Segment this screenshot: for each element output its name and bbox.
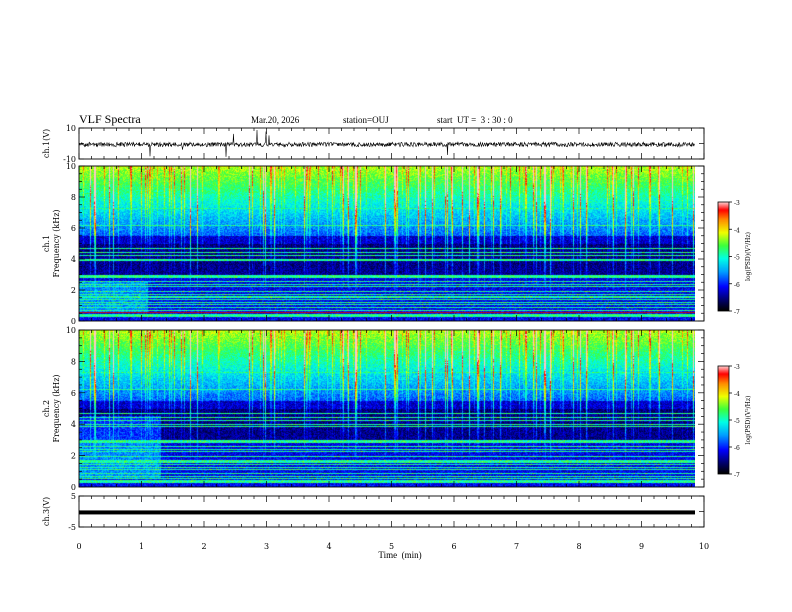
- y-tick-label: 8: [71, 193, 76, 202]
- colorbar-label: log(PSD)(V²/Hz): [745, 232, 752, 281]
- y-tick-label-top: 5: [71, 492, 76, 501]
- frame-layer: [78, 127, 732, 528]
- y-axis-label: ch.1(V): [42, 129, 51, 158]
- ch3-waveform-trace: [79, 510, 695, 515]
- x-tick-label: 6: [451, 542, 456, 551]
- colorbar-label: log(PSD)(V²/Hz): [745, 396, 752, 445]
- colorbar-tick-label: -3: [734, 200, 740, 207]
- y-axis-label-channel: ch.2: [42, 400, 51, 417]
- y-tick-label: 4: [71, 255, 76, 264]
- header-date: Mar.20, 2026: [251, 115, 300, 125]
- x-tick-label: 7: [514, 542, 519, 551]
- colorbar-tick-label: -6: [734, 282, 740, 289]
- image-layer: [78, 129, 729, 515]
- ch2-spectrogram-image: [79, 330, 695, 487]
- x-tick-label: 9: [639, 542, 644, 551]
- colorbar-1-gradient: [718, 202, 729, 311]
- no-data-area: [695, 330, 704, 487]
- figure-title: VLF Spectra: [79, 112, 141, 126]
- y-tick-label-bottom: -5: [68, 523, 76, 532]
- x-tick-label: 2: [201, 542, 206, 551]
- colorbar-tick-label: -5: [734, 418, 740, 425]
- y-tick-label: 6: [71, 389, 76, 398]
- y-axis-label-frequency: Frequency (kHz): [52, 374, 61, 442]
- colorbar-tick-label: -3: [734, 364, 740, 371]
- ch1-waveform-trace: [78, 129, 695, 157]
- header-station: station=OUJ: [343, 115, 389, 125]
- colorbar-tick-label: -5: [734, 255, 740, 262]
- y-tick-label: 8: [71, 357, 76, 366]
- header-start-time: start UT = 3 : 30 : 0: [437, 115, 513, 125]
- y-tick-label: 4: [71, 420, 76, 429]
- y-tick-label: 2: [71, 286, 76, 295]
- x-tick-label: 1: [139, 542, 144, 551]
- x-tick-label: 4: [326, 542, 331, 551]
- y-tick-label: 0: [71, 317, 76, 326]
- y-tick-label-bottom: -10: [63, 155, 76, 164]
- y-axis-label-channel: ch.1: [42, 235, 51, 252]
- x-tick-label: 10: [699, 542, 709, 551]
- x-tick-label: 5: [389, 542, 394, 551]
- no-data-area: [695, 166, 704, 321]
- x-tick-label: 0: [76, 542, 81, 551]
- colorbar-tick-label: -4: [734, 227, 740, 234]
- colorbar-tick-label: -6: [734, 445, 740, 452]
- x-tick-label: 8: [576, 542, 581, 551]
- y-axis-label: ch.3(V): [42, 497, 51, 526]
- colorbar-2-gradient: [718, 366, 729, 474]
- y-tick-label: 10: [66, 326, 76, 335]
- ch1-spectrogram-image: [79, 166, 695, 321]
- y-tick-label: 2: [71, 452, 76, 461]
- y-tick-label: 6: [71, 224, 76, 233]
- x-tick-label: 3: [264, 542, 269, 551]
- y-tick-label: 0: [71, 483, 76, 492]
- y-tick-label-top: 10: [66, 124, 76, 133]
- text-layer: VLF Spectra Mar.20, 2026 station=OUJ sta…: [42, 112, 752, 560]
- x-axis-label: Time (min): [378, 550, 421, 560]
- y-tick-label: 10: [66, 162, 76, 171]
- colorbar-tick-label: -7: [734, 472, 740, 479]
- y-axis-label-frequency: Frequency (kHz): [52, 209, 61, 277]
- colorbar-tick-label: -7: [734, 309, 740, 316]
- colorbar-tick-label: -4: [734, 391, 740, 398]
